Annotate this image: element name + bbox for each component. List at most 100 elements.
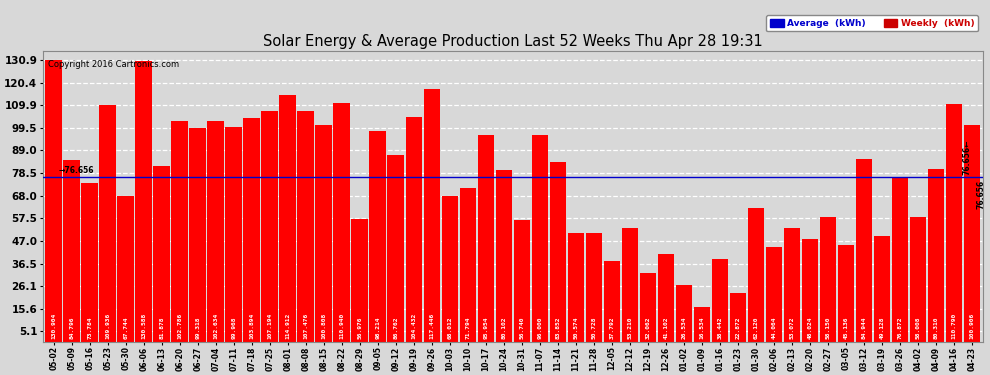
Text: 130.588: 130.588 xyxy=(142,313,147,339)
Bar xyxy=(640,273,656,342)
Text: 80.102: 80.102 xyxy=(501,316,506,339)
Text: 86.762: 86.762 xyxy=(393,316,398,339)
Bar xyxy=(585,233,602,342)
Bar xyxy=(189,128,206,342)
Bar xyxy=(334,103,350,342)
Bar xyxy=(226,127,242,342)
Text: 130.904: 130.904 xyxy=(51,313,56,339)
Bar xyxy=(279,94,296,342)
Text: 99.318: 99.318 xyxy=(195,316,200,339)
Bar xyxy=(99,105,116,342)
Text: 53.072: 53.072 xyxy=(789,316,794,339)
Text: 73.784: 73.784 xyxy=(87,316,92,339)
Text: 45.136: 45.136 xyxy=(843,316,848,339)
Text: 102.634: 102.634 xyxy=(213,313,218,339)
Bar xyxy=(910,217,927,342)
Text: 109.936: 109.936 xyxy=(105,313,110,339)
Text: 71.794: 71.794 xyxy=(465,316,470,339)
Text: 49.128: 49.128 xyxy=(879,316,884,339)
Text: 50.574: 50.574 xyxy=(573,316,578,339)
Text: 41.102: 41.102 xyxy=(663,316,668,339)
Text: 95.954: 95.954 xyxy=(483,316,488,339)
Bar xyxy=(244,118,260,342)
Bar xyxy=(874,236,890,342)
Text: 96.000: 96.000 xyxy=(538,316,543,339)
Bar xyxy=(118,196,134,342)
Bar xyxy=(406,117,422,342)
Text: 37.792: 37.792 xyxy=(610,316,615,339)
Text: 44.064: 44.064 xyxy=(771,316,776,339)
Text: 104.432: 104.432 xyxy=(411,313,416,339)
Text: 58.150: 58.150 xyxy=(826,316,831,339)
Text: 16.534: 16.534 xyxy=(699,316,705,339)
Bar xyxy=(945,104,962,342)
Bar xyxy=(675,285,692,342)
Bar xyxy=(784,228,800,342)
Text: 53.210: 53.210 xyxy=(628,316,633,339)
Bar xyxy=(892,177,908,342)
Bar xyxy=(855,159,872,342)
Bar xyxy=(208,121,224,342)
Bar xyxy=(387,155,404,342)
Bar xyxy=(514,220,530,342)
Bar xyxy=(694,307,710,342)
Text: 26.534: 26.534 xyxy=(681,316,686,339)
Text: 84.944: 84.944 xyxy=(861,316,866,339)
Text: 84.796: 84.796 xyxy=(69,316,74,339)
Text: 83.852: 83.852 xyxy=(555,316,560,339)
Text: 50.728: 50.728 xyxy=(591,316,596,339)
Bar xyxy=(567,233,584,342)
Text: 107.194: 107.194 xyxy=(267,313,272,339)
Bar xyxy=(369,130,386,342)
Bar xyxy=(765,248,782,342)
Text: 110.940: 110.940 xyxy=(340,313,345,339)
Bar xyxy=(477,135,494,342)
Text: 80.310: 80.310 xyxy=(934,316,939,339)
Text: 100.808: 100.808 xyxy=(321,313,327,339)
Bar xyxy=(622,228,639,342)
Text: 56.740: 56.740 xyxy=(520,316,525,339)
Bar xyxy=(549,162,566,342)
Bar xyxy=(297,111,314,342)
Bar xyxy=(459,188,476,342)
Bar xyxy=(802,239,818,342)
Bar xyxy=(712,260,729,342)
Bar xyxy=(316,125,332,342)
Bar xyxy=(81,183,98,342)
Bar xyxy=(657,254,674,342)
Text: 98.214: 98.214 xyxy=(375,316,380,339)
Bar xyxy=(496,170,512,342)
Text: 38.442: 38.442 xyxy=(718,316,723,339)
Bar xyxy=(532,135,548,342)
Text: 100.906: 100.906 xyxy=(969,313,974,339)
Text: 102.786: 102.786 xyxy=(177,313,182,339)
Bar xyxy=(820,217,837,342)
Text: 117.446: 117.446 xyxy=(430,313,435,339)
Text: 48.024: 48.024 xyxy=(808,316,813,339)
Text: 68.012: 68.012 xyxy=(447,316,452,339)
Bar xyxy=(46,60,62,342)
Text: 58.008: 58.008 xyxy=(916,316,921,339)
Legend: Average  (kWh), Weekly  (kWh): Average (kWh), Weekly (kWh) xyxy=(766,15,978,32)
Text: 62.120: 62.120 xyxy=(753,316,758,339)
Text: 22.872: 22.872 xyxy=(736,316,741,339)
Bar xyxy=(838,245,854,342)
Bar xyxy=(604,261,620,342)
Text: 67.744: 67.744 xyxy=(123,316,128,339)
Text: 32.062: 32.062 xyxy=(645,316,650,339)
Text: 114.912: 114.912 xyxy=(285,313,290,339)
Bar xyxy=(730,293,746,342)
Text: Copyright 2016 Cartronics.com: Copyright 2016 Cartronics.com xyxy=(48,60,178,69)
Bar xyxy=(351,219,368,342)
Bar xyxy=(747,209,764,342)
Title: Solar Energy & Average Production Last 52 Weeks Thu Apr 28 19:31: Solar Energy & Average Production Last 5… xyxy=(263,34,762,49)
Text: 76.872: 76.872 xyxy=(898,316,903,339)
Bar xyxy=(424,89,441,342)
Text: 76.656←: 76.656← xyxy=(963,140,972,175)
Bar xyxy=(153,166,170,342)
Bar xyxy=(442,196,458,342)
Text: 103.894: 103.894 xyxy=(249,313,254,339)
Bar xyxy=(136,61,152,342)
Text: 110.790: 110.790 xyxy=(951,313,956,339)
Bar xyxy=(261,111,278,342)
